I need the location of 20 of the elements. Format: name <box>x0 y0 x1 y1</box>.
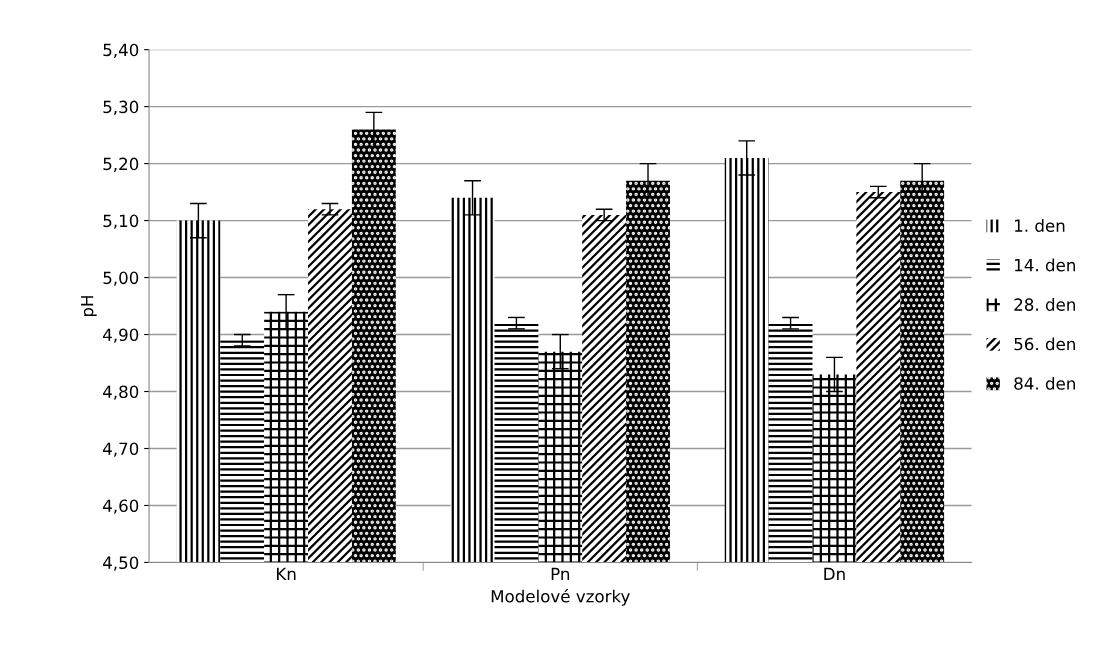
y-tick-label: 5,20 <box>103 157 139 172</box>
legend-label: 56. den <box>1014 337 1075 351</box>
legend-label: 28. den <box>1014 297 1075 311</box>
legend-label: 1. den <box>1015 219 1065 232</box>
y-tick-label: 5,10 <box>103 214 139 229</box>
y-tick-label: 4,60 <box>103 499 139 514</box>
y-tick-label: 5,40 <box>103 43 139 58</box>
y-axis-title: pH <box>81 296 97 317</box>
y-tick-label: 4,80 <box>103 385 139 400</box>
x-tick-label: Pn <box>551 567 570 580</box>
x-tick-label: Kn <box>277 567 296 580</box>
y-tick-label: 5,30 <box>103 100 139 115</box>
x-axis-title: Modelové vzorky <box>491 588 630 606</box>
y-tick-label: 4,90 <box>103 328 139 343</box>
legend-label: 14. den <box>1015 258 1075 272</box>
y-tick-label: 5,00 <box>103 271 139 286</box>
y-tick-label: 4,70 <box>103 442 139 457</box>
y-tick-label: 4,50 <box>103 556 139 571</box>
legend-label: 84. den <box>1014 376 1075 390</box>
x-tick-label: Dn <box>824 567 845 580</box>
